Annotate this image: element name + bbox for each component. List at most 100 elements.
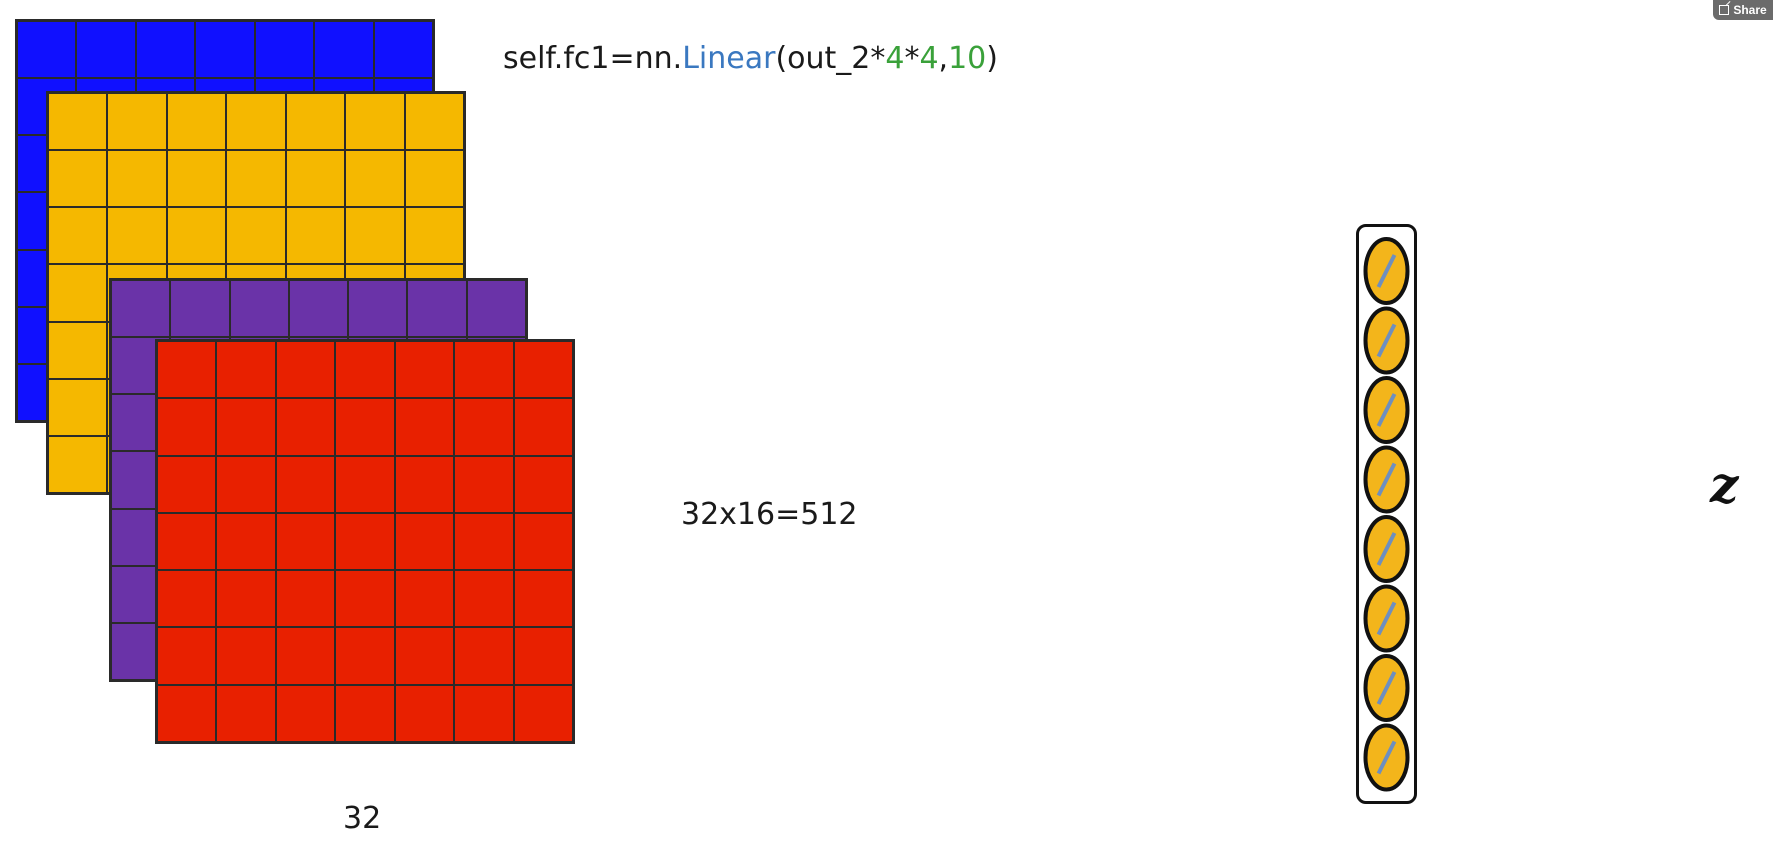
grid-cell xyxy=(17,21,77,79)
code-args-open: (out_2* xyxy=(775,41,886,76)
grid-cell xyxy=(345,93,405,151)
grid-cell xyxy=(107,93,167,151)
code-fc1-definition: self.fc1=nn.Linear(out_2*4*4,10) xyxy=(503,41,998,76)
neuron-node xyxy=(1363,723,1410,792)
grid-cell xyxy=(288,280,349,338)
grid-cell xyxy=(275,627,336,685)
grid-cell xyxy=(157,627,217,685)
grid-cell xyxy=(216,512,276,571)
grid-cell xyxy=(166,207,227,265)
grid-cell xyxy=(335,512,395,571)
grid-cell xyxy=(404,150,464,208)
grid-cell xyxy=(216,398,276,456)
grid-cell xyxy=(275,570,336,628)
grid-cell xyxy=(216,341,276,399)
grid-cell xyxy=(195,21,255,79)
grid-cell xyxy=(285,93,346,151)
grid-cell xyxy=(170,280,230,338)
grid-cell xyxy=(513,570,573,628)
share-icon xyxy=(1719,5,1730,15)
grid-cell xyxy=(157,684,217,742)
grid-cell xyxy=(513,341,573,399)
grid-cell xyxy=(226,150,286,208)
neuron-node xyxy=(1363,445,1410,514)
grid-cell xyxy=(335,684,395,742)
grid-cell xyxy=(48,264,108,322)
grid-cell xyxy=(275,512,336,571)
code-prefix: self.fc1=nn. xyxy=(503,41,683,76)
grid-cell xyxy=(335,455,395,513)
grid-cell xyxy=(226,207,286,265)
grid-cell xyxy=(226,93,286,151)
grid-cell xyxy=(135,21,196,79)
grid-cell xyxy=(285,150,346,208)
grid-cell xyxy=(394,398,455,456)
grid-cell xyxy=(454,398,514,456)
grid-cell xyxy=(48,321,108,379)
grid-cell xyxy=(216,570,276,628)
grid-cell xyxy=(48,435,108,493)
grid-cell xyxy=(513,455,573,513)
grid-cell xyxy=(394,684,455,742)
grid-cell xyxy=(48,150,108,208)
grid-cell xyxy=(157,512,217,571)
grid-cell xyxy=(157,398,217,456)
grid-cell xyxy=(275,684,336,742)
grid-cell xyxy=(48,93,108,151)
output-z-symbol: z xyxy=(1710,455,1739,514)
grid-cell xyxy=(48,378,108,436)
grid-cell xyxy=(335,570,395,628)
feature-map-red xyxy=(155,339,575,744)
grid-cell xyxy=(407,280,467,338)
grid-cell xyxy=(335,627,395,685)
share-button-label: Share xyxy=(1733,3,1767,17)
grid-cell xyxy=(216,684,276,742)
grid-cell xyxy=(275,398,336,456)
grid-cell xyxy=(166,93,227,151)
grid-cell xyxy=(157,570,217,628)
grid-cell xyxy=(335,341,395,399)
fc-layer-column xyxy=(1356,224,1417,804)
grid-cell xyxy=(157,341,217,399)
grid-cell xyxy=(394,570,455,628)
grid-cell xyxy=(166,150,227,208)
neuron-node xyxy=(1363,654,1410,722)
grid-cell xyxy=(394,341,455,399)
grid-cell xyxy=(404,207,464,265)
code-num2: 4 xyxy=(919,41,939,76)
grid-cell xyxy=(394,512,455,571)
grid-cell xyxy=(454,512,514,571)
neuron-stack xyxy=(1363,237,1410,792)
code-num1: 4 xyxy=(885,41,905,76)
neuron-node xyxy=(1363,237,1410,305)
neuron-node xyxy=(1363,306,1410,375)
code-star: * xyxy=(904,41,920,76)
code-func: Linear xyxy=(682,41,776,76)
grid-cell xyxy=(513,684,573,742)
grid-cell xyxy=(216,627,276,685)
grid-cell xyxy=(48,207,108,265)
grid-cell xyxy=(466,280,526,338)
grid-cell xyxy=(285,207,346,265)
grid-cell xyxy=(254,21,315,79)
grid-cell xyxy=(513,398,573,456)
share-button[interactable]: Share xyxy=(1713,0,1773,20)
code-args-close: ) xyxy=(986,41,998,76)
grid-cell xyxy=(373,21,433,79)
code-comma: , xyxy=(938,41,949,76)
grid-cell xyxy=(275,455,336,513)
grid-cell xyxy=(454,627,514,685)
neuron-node xyxy=(1363,376,1410,444)
grid-cell xyxy=(454,341,514,399)
grid-cell xyxy=(454,684,514,742)
channel-count-label: 32 xyxy=(343,801,382,836)
neuron-node xyxy=(1363,584,1410,653)
grid-cell xyxy=(107,207,167,265)
neuron-node xyxy=(1363,515,1410,583)
grid-cell xyxy=(394,627,455,685)
grid-cell xyxy=(513,627,573,685)
grid-cell xyxy=(76,21,136,79)
flatten-size-label: 32x16=512 xyxy=(681,497,858,532)
grid-cell xyxy=(107,150,167,208)
grid-cell xyxy=(404,93,464,151)
